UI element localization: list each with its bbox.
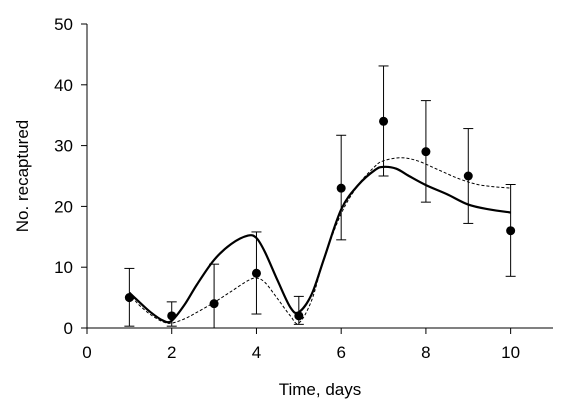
y-tick-label: 0 [64,319,73,338]
x-tick-label: 4 [252,343,261,362]
data-point [294,311,304,321]
data-point [463,171,473,181]
data-point [209,299,219,309]
model-curve-dashed [128,157,511,325]
y-tick-label: 40 [54,76,73,95]
data-point [506,226,516,236]
y-tick-label: 50 [54,15,73,34]
error-bars [124,65,516,329]
observed-points [124,116,516,321]
x-tick-label: 2 [167,343,176,362]
y-axis-label: No. recaptured [13,120,32,232]
y-tick-label: 20 [54,197,73,216]
x-tick-label: 10 [501,343,520,362]
axes: 0 2 4 6 8 10 0 10 20 30 40 50 [54,15,553,362]
x-axis-label: Time, days [279,380,362,399]
data-point [379,116,389,126]
x-tick-label: 8 [421,343,430,362]
x-tick-label: 6 [336,343,345,362]
y-tick-label: 10 [54,258,73,277]
data-point [421,147,431,157]
data-point [336,183,346,193]
x-tick-label: 0 [82,343,91,362]
data-point [251,268,261,278]
data-point [167,311,177,321]
y-tick-label: 30 [54,137,73,156]
data-point [124,293,134,303]
model-curve-solid [128,165,511,324]
model-curves [128,157,511,325]
